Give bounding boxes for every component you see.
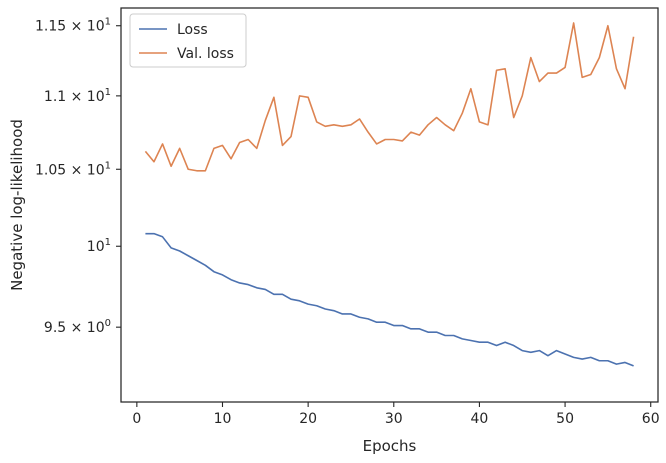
x-tick-label: 40 (471, 411, 489, 427)
y-axis-ticks: 9.5 × 100 101 1.05 × 101 1.1 × 101 1.15 × 10… (35, 17, 121, 336)
legend: Loss Val. loss (129, 13, 247, 68)
plot-area (121, 8, 658, 402)
x-axis-ticks: 0 10 20 30 40 50 60 (132, 402, 660, 427)
x-axis-label: Epochs (363, 437, 417, 455)
series-line-loss (145, 232, 634, 367)
legend-label-val-loss: Val. loss (177, 46, 234, 62)
x-tick-label: 0 (132, 411, 141, 427)
x-tick-label: 60 (642, 411, 660, 427)
y-tick-label: 9.5 × 100 (44, 318, 111, 336)
y-tick-label: 101 (87, 237, 111, 255)
y-axis-label: Negative log-likelihood (8, 119, 26, 291)
x-tick-label: 50 (556, 411, 574, 427)
y-tick-label: 1.05 × 101 (35, 160, 111, 178)
x-tick-label: 20 (299, 411, 317, 427)
x-tick-label: 10 (214, 411, 232, 427)
y-tick-label: 1.1 × 101 (44, 87, 111, 105)
series-line-val-loss (144, 22, 635, 172)
y-tick-label: 1.15 × 101 (35, 17, 111, 35)
legend-label-loss: Loss (177, 22, 208, 38)
series-layer (144, 22, 635, 367)
x-tick-label: 30 (385, 411, 403, 427)
plot-frame (120, 7, 659, 403)
